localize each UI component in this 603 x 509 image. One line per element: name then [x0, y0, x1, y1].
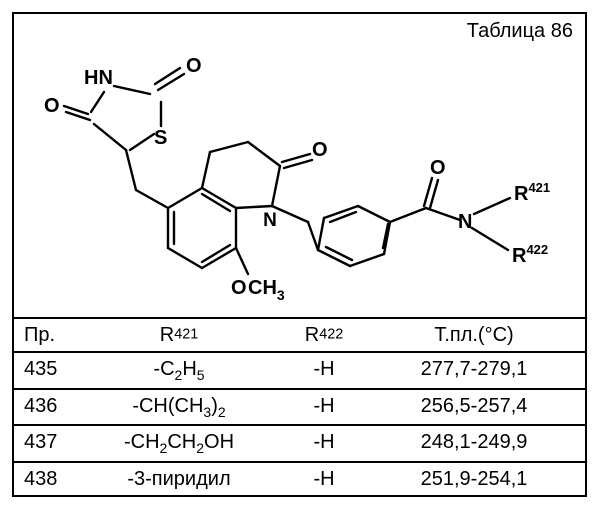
cell-r422: -H — [274, 428, 374, 459]
table-row: 436 -CH(CH3)2 -H 256,5-257,4 — [14, 388, 585, 425]
cell-pr: 435 — [14, 355, 84, 386]
cell-tm: 251,9-254,1 — [374, 465, 574, 493]
cell-r421: -CH(CH3)2 — [84, 392, 274, 423]
label-O-amide: O — [430, 157, 446, 179]
col-pr: Пр. — [14, 321, 84, 349]
label-OCH3: CH3 — [248, 277, 285, 303]
label-N-ring: N — [263, 210, 277, 231]
cell-tm: 277,7-279,1 — [374, 355, 574, 386]
cell-tm: 248,1-249,9 — [374, 428, 574, 459]
label-HN: HN — [84, 67, 113, 89]
cell-tm: 256,5-257,4 — [374, 392, 574, 423]
cell-pr: 436 — [14, 392, 84, 423]
table-row: 438 -3-пиридил -H 251,9-254,1 — [14, 461, 585, 495]
table-title: Таблица 86 — [14, 14, 585, 45]
cell-r422: -H — [274, 465, 374, 493]
label-S: S — [154, 127, 167, 149]
cell-r421: -3-пиридил — [84, 465, 274, 493]
label-O-left: O — [44, 95, 60, 117]
label-N-amide: N — [458, 211, 472, 233]
label-O-ring: O — [312, 139, 328, 161]
cell-r422: -H — [274, 355, 374, 386]
table-header-row: Пр. R421 R422 Т.пл.(°C) — [14, 317, 585, 351]
label-R421: R421 — [514, 180, 550, 205]
col-r422: R422 — [274, 321, 374, 349]
label-O-top: O — [186, 55, 202, 77]
col-r421: R421 — [84, 321, 274, 349]
cell-pr: 438 — [14, 465, 84, 493]
table-row: 437 -CH2CH2OH -H 248,1-249,9 — [14, 424, 585, 461]
col-tm: Т.пл.(°C) — [374, 321, 574, 349]
cell-r421: -C2H5 — [84, 355, 274, 386]
label-R422: R422 — [512, 242, 548, 267]
cell-pr: 437 — [14, 428, 84, 459]
chemical-structure: HN O O S O N O CH3 O N R421 R422 — [14, 45, 585, 317]
cell-r422: -H — [274, 392, 374, 423]
label-O-och3: O — [231, 277, 247, 299]
table-row: 435 -C2H5 -H 277,7-279,1 — [14, 351, 585, 388]
table-frame: Таблица 86 — [12, 12, 587, 497]
cell-r421: -CH2CH2OH — [84, 428, 274, 459]
